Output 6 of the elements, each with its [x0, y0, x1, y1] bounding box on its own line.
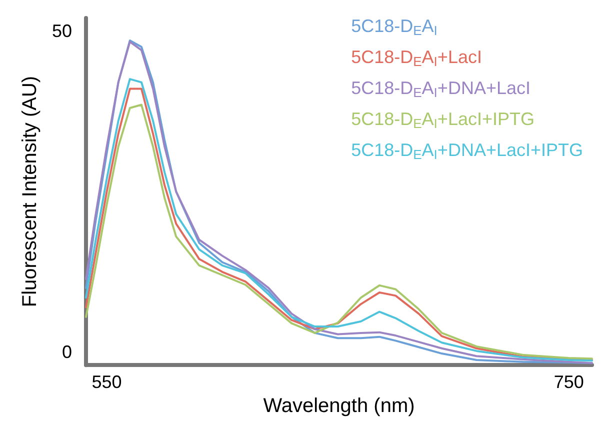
y-tick-label: 0: [62, 342, 72, 362]
y-axis-title: Fluorescent Intensity (AU): [19, 76, 42, 308]
x-tick-label: 750: [554, 372, 584, 392]
x-tick-label: 550: [92, 372, 122, 392]
x-axis-title: Wavelength (nm): [263, 395, 415, 417]
y-tick-label: 50: [52, 20, 72, 41]
